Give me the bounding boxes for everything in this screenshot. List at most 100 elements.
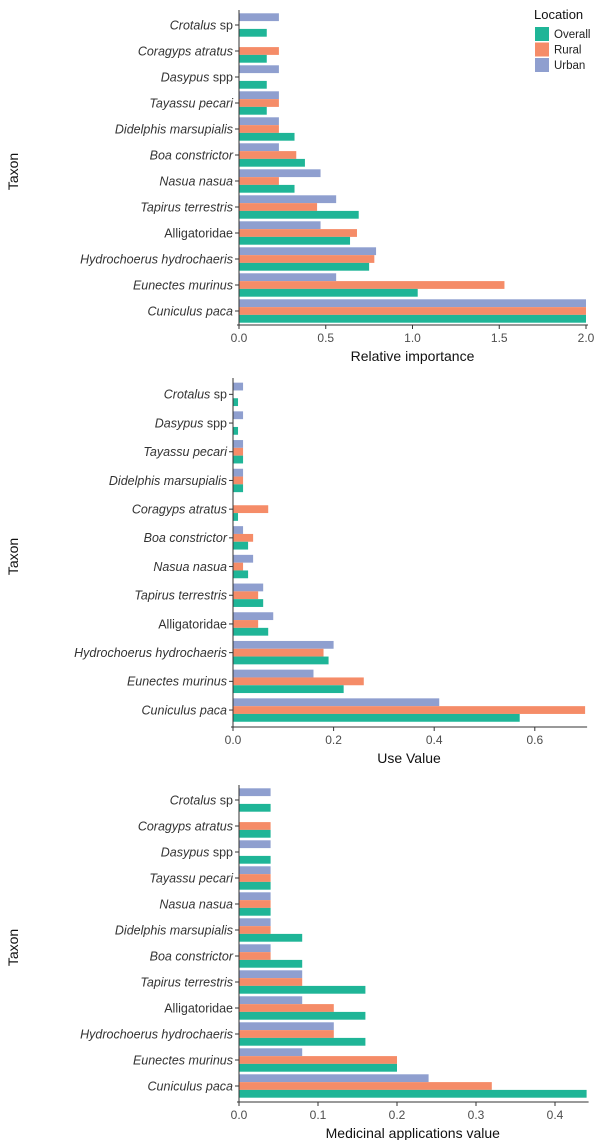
taxon-name: Nasua nasua [159,174,233,188]
taxon-label: Didelphis marsupialis [115,923,233,937]
y-axis-title: Taxon [5,929,21,966]
bar-overall-9 [239,1011,366,1020]
taxon-name: Boa constrictor [150,148,234,162]
taxon-label: Cuniculus paca [148,304,234,318]
bar-urban-11 [233,669,314,678]
taxon-label: Dasypus spp [155,416,227,430]
taxon-label: Alligatoridae [158,617,227,631]
taxon-name: Crotalus [170,18,217,32]
bar-urban-6 [239,918,271,927]
taxon-name: Eunectes murinus [133,1053,233,1067]
bar-overall-4 [239,881,271,890]
bar-overall-3 [239,855,271,864]
taxon-name: Tapirus terrestris [140,975,233,989]
bar-urban-10 [233,640,334,649]
bar-urban-3 [239,65,279,74]
legend-swatch-overall [535,27,549,41]
bar-overall-6 [239,933,303,942]
bar-rural-6 [233,533,254,542]
y-axis-title: Taxon [5,538,21,575]
taxon-name: Alligatoridae [158,617,227,631]
legend-swatch-rural [535,42,549,57]
bar-rural-11 [239,281,505,289]
taxon-name: Dasypus [161,845,210,859]
bar-urban-7 [239,944,271,953]
bar-rural-10 [239,255,375,263]
taxon-label: Eunectes murinus [127,675,227,689]
taxon-name: Hydrochoerus hydrochaeris [80,1027,233,1041]
bar-urban-8 [233,583,264,592]
x-tick-label: 0.4 [426,733,443,747]
bar-overall-1 [239,28,267,37]
bar-overall-7 [239,959,303,968]
bar-rural-8 [239,203,318,211]
bar-rural-7 [233,562,244,571]
taxon-suffix: spp [209,70,233,84]
bar-overall-7 [239,184,295,193]
legend: Location Overall Rural Urban [534,7,590,72]
bar-overall-2 [239,54,267,63]
taxon-label: Coragyps atratus [138,819,233,833]
taxon-name: Nasua nasua [153,560,227,574]
taxon-name: Tapirus terrestris [140,200,233,214]
taxon-suffix: sp [216,18,233,32]
taxon-label: Tapirus terrestris [140,975,233,989]
taxon-label: Alligatoridae [164,226,233,240]
legend-label-overall: Overall [554,29,590,41]
legend-label-urban: Urban [554,60,585,72]
taxon-name: Tapirus terrestris [134,589,227,603]
bar-overall-8 [239,210,359,219]
bar-rural-2 [239,822,271,830]
bar-overall-6 [239,158,305,167]
taxon-name: Hydrochoerus hydrochaeris [74,646,227,660]
bar-rural-9 [239,1004,334,1012]
taxon-suffix: sp [210,388,227,402]
bar-overall-7 [233,570,249,579]
taxon-label: Crotalus sp [170,793,233,807]
taxon-name: Tayassu pecari [149,871,234,885]
taxon-label: Dasypus spp [161,70,233,84]
bar-urban-12 [239,1074,429,1083]
taxon-label: Tayassu pecari [143,445,228,459]
bar-urban-2 [233,411,244,420]
taxon-suffix: spp [209,845,233,859]
bar-rural-5 [239,125,279,133]
bar-overall-3 [239,80,267,89]
x-axis-title: Medicinal applications value [326,1125,501,1140]
bar-overall-12 [233,713,520,722]
bar-rural-4 [239,874,271,882]
x-axis-title: Use Value [377,750,441,766]
bar-rural-9 [233,620,259,628]
bar-rural-11 [239,1056,397,1064]
bar-urban-4 [233,468,244,477]
taxon-label: Dasypus spp [161,845,233,859]
taxon-name: Eunectes murinus [127,675,227,689]
bar-urban-1 [239,13,279,22]
x-tick-label: 0.2 [325,733,342,747]
bar-overall-4 [239,106,267,115]
taxon-label: Didelphis marsupialis [115,122,233,136]
taxon-name: Didelphis marsupialis [115,923,233,937]
taxon-label: Boa constrictor [144,531,228,545]
bar-urban-12 [239,299,586,308]
x-tick-label: 0.6 [526,733,543,747]
x-tick-label: 0.1 [310,1108,327,1122]
bar-urban-10 [239,247,377,256]
bar-urban-1 [233,382,244,391]
bar-rural-10 [239,1030,334,1038]
taxon-label: Nasua nasua [153,560,227,574]
taxon-name: Alligatoridae [164,1001,233,1015]
x-tick-label: 0.4 [547,1108,564,1122]
bar-overall-3 [233,455,244,464]
taxon-label: Coragyps atratus [132,502,227,516]
y-axis-title: Taxon [5,153,21,190]
x-tick-label: 0.0 [225,733,242,747]
bar-overall-2 [239,829,271,838]
bar-rural-8 [233,591,259,600]
taxon-name: Didelphis marsupialis [109,474,227,488]
taxon-name: Coragyps atratus [132,502,227,516]
bar-rural-12 [233,706,586,714]
bar-overall-1 [239,803,271,812]
bar-rural-7 [239,177,279,185]
taxon-label: Tapirus terrestris [140,200,233,214]
